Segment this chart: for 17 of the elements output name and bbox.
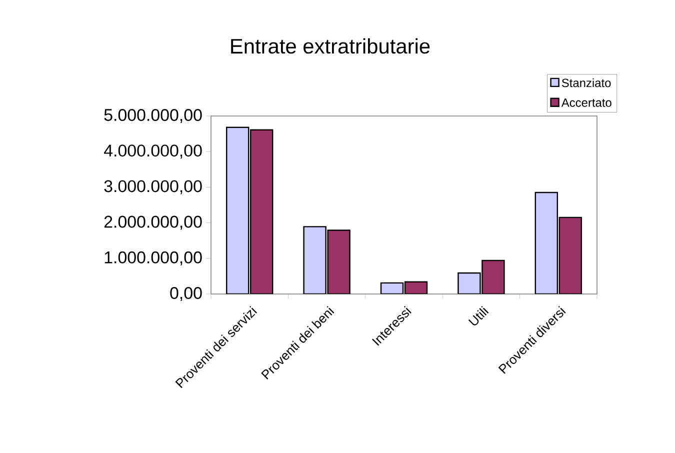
y-tick-label: 3.000.000,00 bbox=[104, 180, 202, 194]
x-tick-label: Utili bbox=[468, 306, 489, 326]
y-tick-label: 5.000.000,00 bbox=[104, 108, 202, 123]
bar bbox=[250, 129, 274, 294]
chart-title: Entrate extratributarie bbox=[231, 38, 430, 54]
bar bbox=[303, 226, 326, 294]
y-tick-label: 1.000.000,00 bbox=[104, 251, 202, 266]
y-tick-label: 2.000.000,00 bbox=[104, 216, 202, 230]
bar bbox=[558, 216, 582, 294]
bar bbox=[534, 192, 558, 294]
legend-label: Accertato bbox=[561, 98, 612, 107]
legend-label: Stanziato bbox=[562, 78, 611, 88]
y-tick-label: 4.000.000,00 bbox=[104, 144, 202, 159]
bar bbox=[482, 260, 505, 294]
y-tick-label: 0,00 bbox=[170, 286, 202, 301]
bar bbox=[226, 126, 250, 294]
bar bbox=[327, 230, 350, 294]
